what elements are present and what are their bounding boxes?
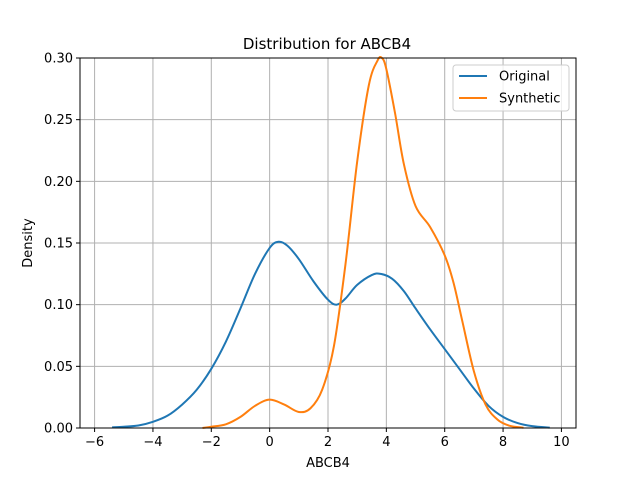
x-tick-label: −6 <box>85 435 104 450</box>
x-tick-label: 6 <box>441 435 449 450</box>
y-tick-label: 0.10 <box>44 298 73 313</box>
legend-label: Synthetic <box>499 92 560 107</box>
chart-title: Distribution for ABCB4 <box>243 35 411 53</box>
legend: Original Synthetic <box>452 64 570 112</box>
x-axis-label: ABCB4 <box>306 456 350 471</box>
x-tick-label: 8 <box>499 435 507 450</box>
y-axis-ticks: 0.00 0.05 0.10 0.15 0.20 0.25 0.30 <box>44 52 80 437</box>
y-tick-label: 0.05 <box>44 360 73 375</box>
x-tick-label: 2 <box>324 435 332 450</box>
series-line-original <box>112 240 550 429</box>
x-tick-label: −4 <box>143 435 162 450</box>
y-tick-label: 0.00 <box>44 422 73 437</box>
legend-label: Original <box>499 70 550 85</box>
x-tick-label: 0 <box>266 435 274 450</box>
y-tick-label: 0.15 <box>44 237 73 252</box>
y-tick-label: 0.20 <box>44 175 73 190</box>
series-curves <box>112 55 550 429</box>
y-tick-label: 0.30 <box>44 52 73 67</box>
x-tick-label: 10 <box>553 435 570 450</box>
series-line-synthetic <box>202 55 524 429</box>
grid-lines <box>80 57 576 429</box>
y-tick-label: 0.25 <box>44 113 73 128</box>
x-tick-label: 4 <box>382 435 390 450</box>
x-axis-ticks: −6 −4 −2 0 2 4 6 8 10 <box>85 428 570 450</box>
y-axis-label: Density <box>21 218 36 268</box>
x-tick-label: −2 <box>202 435 221 450</box>
